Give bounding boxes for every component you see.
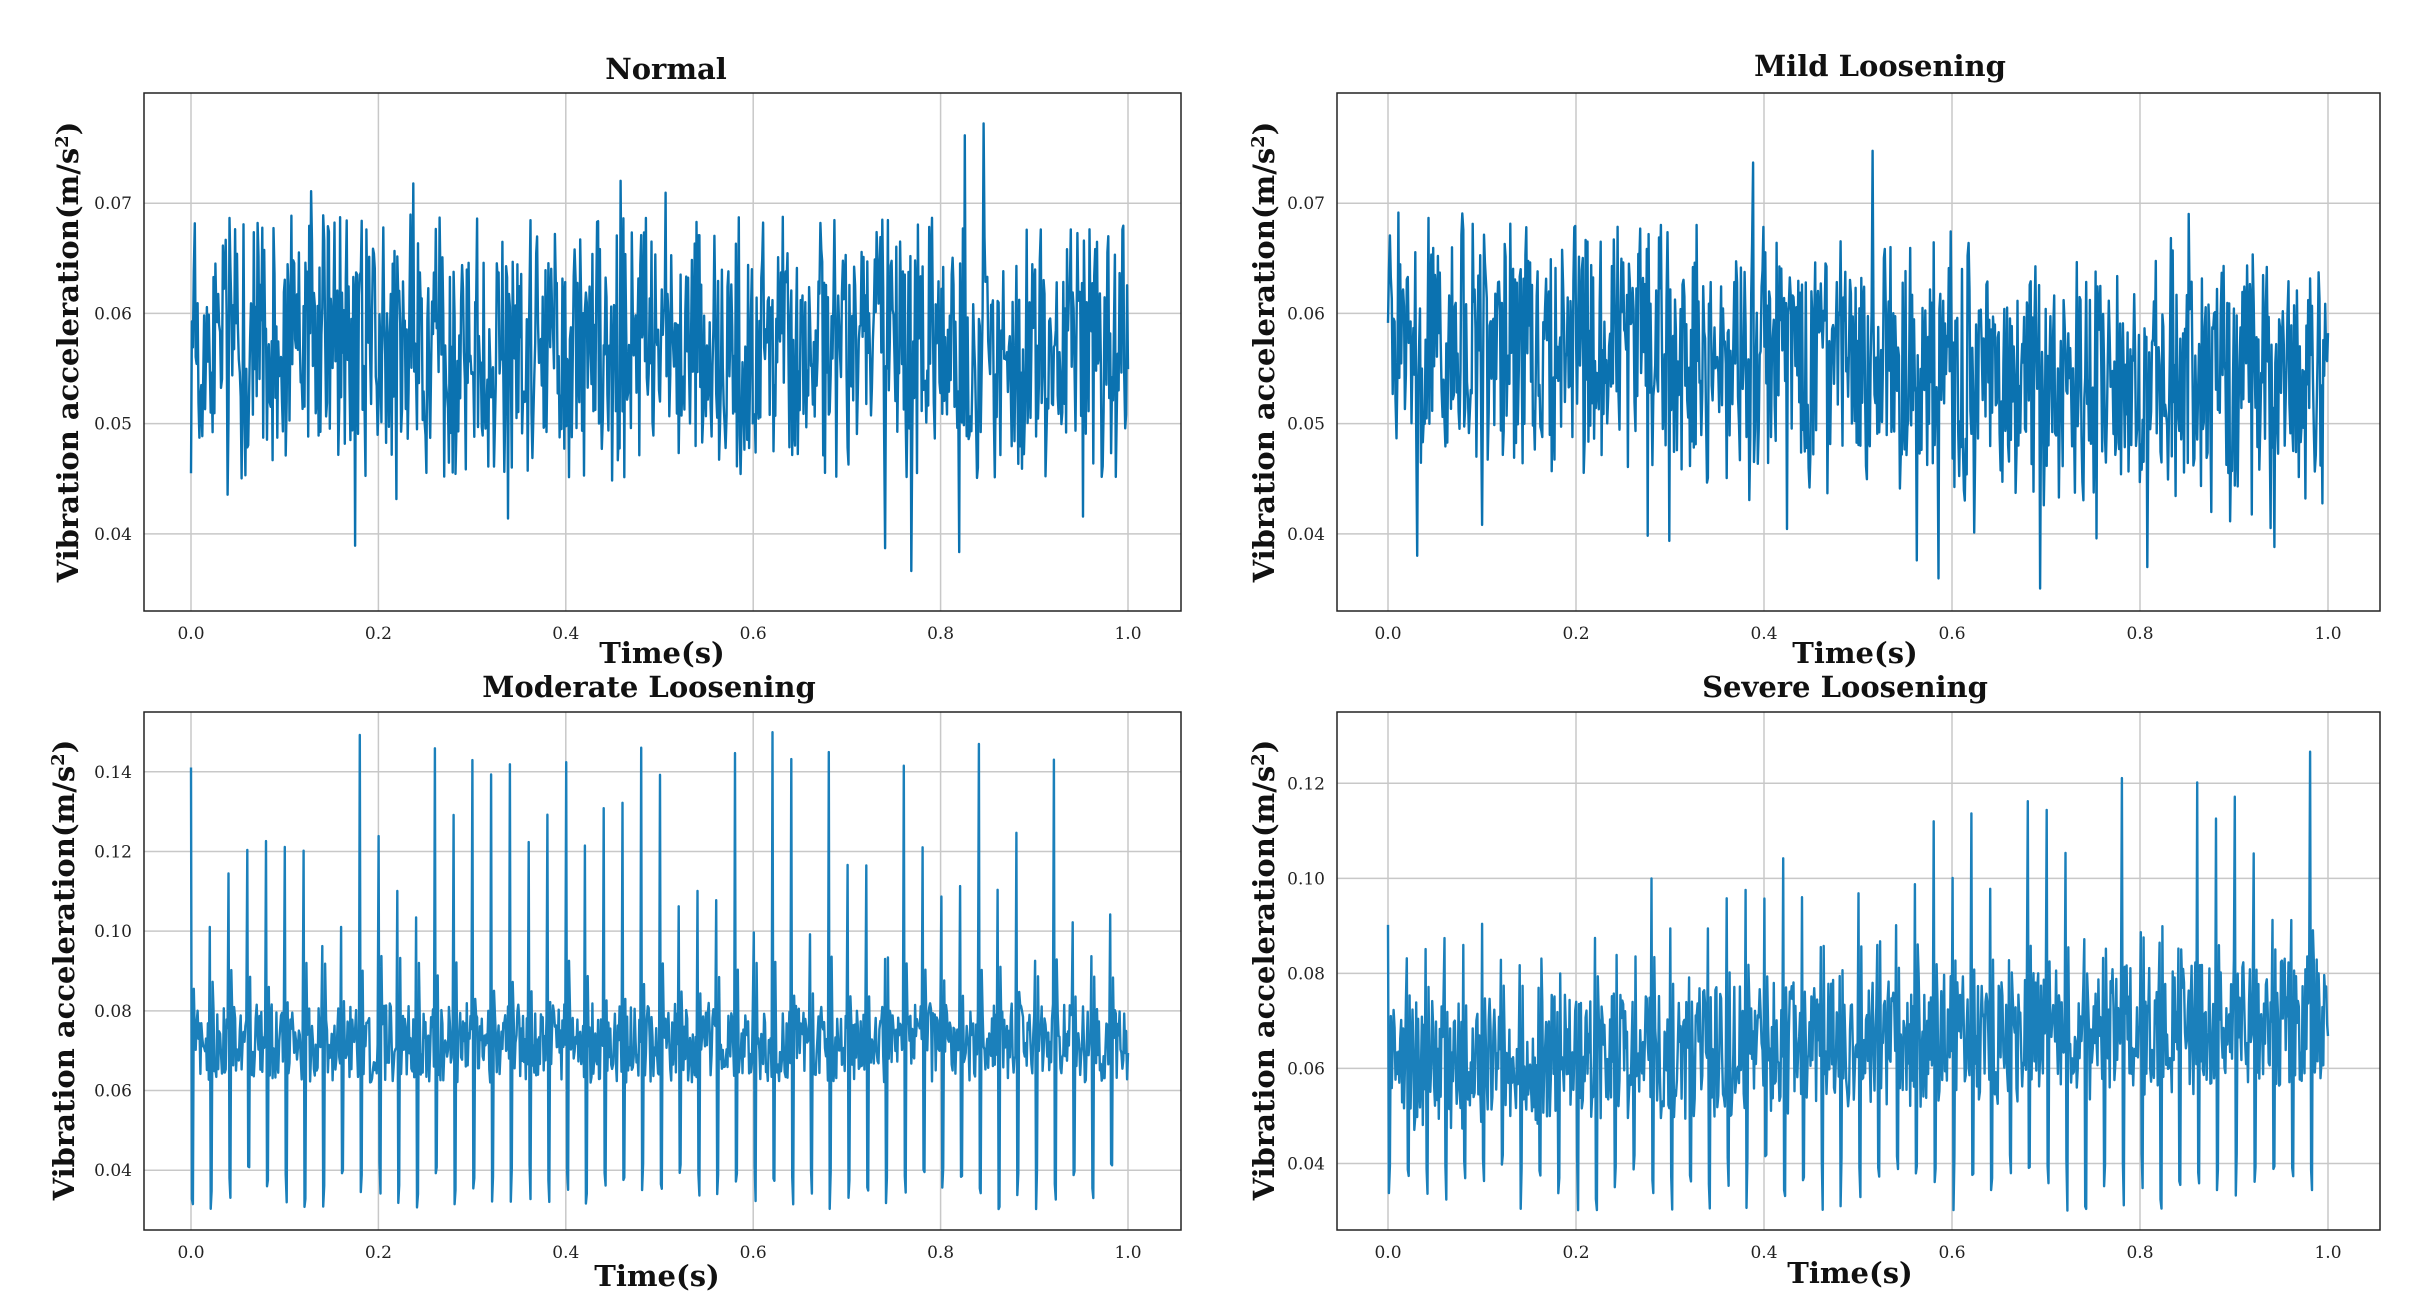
y-tick-label: 0.05 [94, 415, 132, 435]
y-axis-label-close: ) [51, 122, 85, 136]
y-axis-label-main: Vibration acceleration(m/s [51, 148, 85, 584]
x-tick-label: 0.8 [927, 1243, 954, 1263]
y-tick-labels: 0.04 0.05 0.06 0.07 [94, 194, 132, 545]
y-tick-label: 0.08 [94, 1002, 132, 1022]
y-axis-label-main: Vibration acceleration(m/s [1247, 766, 1281, 1202]
x-tick-labels: 0.0 0.2 0.4 0.6 0.8 1.0 [177, 1243, 1141, 1263]
y-tick-label: 0.04 [94, 525, 132, 545]
plot-frame [143, 711, 1182, 1231]
x-axis-label: Time(s) [1792, 636, 1918, 670]
y-tick-label: 0.05 [1287, 415, 1325, 435]
panel-title: Normal [605, 52, 727, 86]
panel-title: Severe Loosening [1702, 670, 1988, 704]
y-tick-labels: 0.04 0.06 0.08 0.10 0.12 [1287, 774, 1325, 1174]
y-tick-label: 0.07 [94, 194, 132, 214]
x-tick-label: 0.0 [177, 624, 204, 644]
vibration-series-moderate [189, 731, 1130, 1211]
y-tick-labels: 0.04 0.05 0.06 0.07 [1287, 194, 1325, 545]
x-tick-label: 0.8 [2126, 1243, 2153, 1263]
y-axis-label-close: ) [1247, 740, 1281, 754]
x-tick-label: 0.6 [740, 624, 767, 644]
x-axis-label: Time(s) [594, 1259, 720, 1293]
x-tick-labels: 0.0 0.2 0.4 0.6 0.8 1.0 [1374, 624, 2341, 644]
plot-frame [143, 92, 1182, 612]
x-tick-label: 1.0 [1114, 624, 1141, 644]
x-axis-label: Time(s) [599, 636, 725, 670]
x-tick-labels: 0.0 0.2 0.4 0.6 0.8 1.0 [177, 624, 1141, 644]
y-axis-label-sup: 2 [52, 135, 73, 148]
vibration-series-normal [189, 122, 1130, 573]
vibration-series-mild [1386, 149, 2330, 590]
x-tick-label: 0.0 [1374, 624, 1401, 644]
x-tick-label: 0.2 [365, 624, 392, 644]
y-axis-label-sup: 2 [48, 753, 69, 766]
y-tick-label: 0.04 [94, 1161, 132, 1181]
x-tick-labels: 0.0 0.2 0.4 0.6 0.8 1.0 [1374, 1243, 2341, 1263]
y-tick-label: 0.07 [1287, 194, 1325, 214]
x-tick-label: 1.0 [2314, 1243, 2341, 1263]
y-axis-label: Vibration acceleration(m/s2) [47, 740, 81, 1202]
y-tick-label: 0.10 [94, 922, 132, 942]
x-tick-label: 0.8 [927, 624, 954, 644]
y-tick-label: 0.10 [1287, 869, 1325, 889]
y-axis-label: Vibration acceleration(m/s2) [1247, 122, 1281, 584]
y-axis-label-main: Vibration acceleration(m/s [1247, 148, 1281, 584]
y-axis-label: Vibration acceleration(m/s2) [1247, 740, 1281, 1202]
panel-moderate-loosening: Moderate Loosening 0.0 0.2 0.4 0.6 0.8 1.0 0.… [47, 670, 1182, 1293]
x-tick-label: 0.6 [740, 1243, 767, 1263]
y-axis-label-main: Vibration acceleration(m/s [47, 766, 81, 1202]
panel-severe-loosening: Severe Loosening 0.0 0.2 0.4 0.6 0.8 1.0 0.04… [1247, 670, 2381, 1290]
y-tick-label: 0.12 [94, 842, 132, 862]
y-axis-label-close: ) [1247, 122, 1281, 136]
x-tick-label: 1.0 [1114, 1243, 1141, 1263]
y-tick-label: 0.12 [1287, 774, 1325, 794]
y-tick-label: 0.08 [1287, 964, 1325, 984]
plot-frame [1336, 711, 2381, 1231]
plot-frame [1336, 92, 2381, 612]
x-tick-label: 0.8 [2126, 624, 2153, 644]
y-tick-label: 0.06 [1287, 1059, 1325, 1079]
y-tick-label: 0.04 [1287, 525, 1325, 545]
panel-mild-loosening: Mild Loosening 0.0 0.2 0.4 0.6 0.8 1.0 0.040.… [1247, 49, 2381, 670]
panel-normal: Normal 0.0 0.2 0.4 0.6 0.8 1.0 0.040.050.060.… [51, 52, 1182, 670]
x-tick-label: 1.0 [2314, 624, 2341, 644]
x-tick-label: 0.4 [552, 624, 579, 644]
x-tick-label: 0.4 [1750, 1243, 1777, 1263]
x-tick-label: 0.6 [1938, 624, 1965, 644]
y-axis-label: Vibration acceleration(m/s2) [51, 122, 85, 584]
x-tick-label: 0.4 [552, 1243, 579, 1263]
x-tick-label: 0.2 [365, 1243, 392, 1263]
y-tick-label: 0.14 [94, 763, 132, 783]
panel-title: Moderate Loosening [482, 670, 816, 704]
x-axis-label: Time(s) [1787, 1256, 1913, 1290]
y-tick-label: 0.06 [94, 304, 132, 324]
x-tick-label: 0.0 [177, 1243, 204, 1263]
x-tick-label: 0.6 [1938, 1243, 1965, 1263]
y-tick-label: 0.04 [1287, 1154, 1325, 1174]
x-tick-label: 0.4 [1750, 624, 1777, 644]
y-tick-label: 0.06 [94, 1082, 132, 1102]
y-axis-label-sup: 2 [1248, 753, 1269, 766]
y-axis-label-close: ) [47, 740, 81, 754]
x-tick-label: 0.2 [1562, 1243, 1589, 1263]
x-tick-label: 0.2 [1562, 624, 1589, 644]
panel-title: Mild Loosening [1754, 49, 2006, 83]
y-axis-label-sup: 2 [1248, 135, 1269, 148]
y-tick-label: 0.06 [1287, 304, 1325, 324]
x-tick-label: 0.0 [1374, 1243, 1401, 1263]
y-tick-labels: 0.04 0.06 0.08 0.10 0.12 0.14 [94, 763, 132, 1181]
vibration-series-severe [1386, 750, 2330, 1212]
